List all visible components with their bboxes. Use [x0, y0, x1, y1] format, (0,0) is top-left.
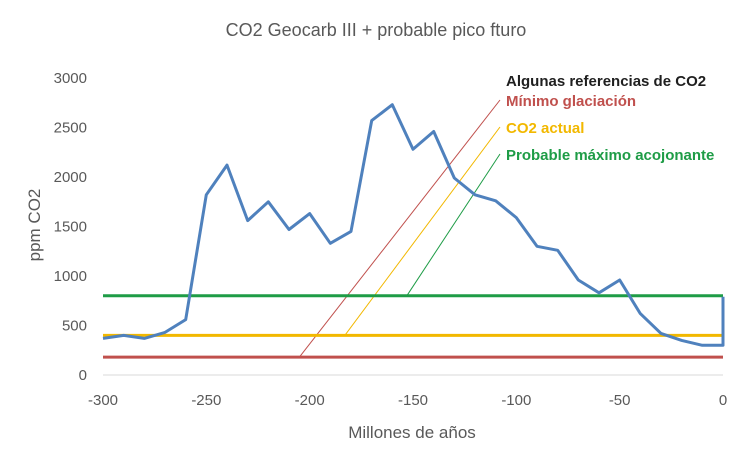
y-tick-label: 1000 — [54, 268, 87, 285]
y-tick-label: 3000 — [54, 70, 87, 87]
references-title: Algunas referencias de CO2 — [506, 73, 706, 90]
reference-labels: Mínimo glaciación CO2 actual Probable máxi… — [506, 93, 714, 164]
reference-leader-line — [298, 99, 501, 358]
x-tick-label: -100 — [501, 392, 531, 409]
y-axis-ticks: 0 500 1000 1500 2000 2500 3000 — [54, 70, 87, 384]
x-tick-label: 0 — [719, 392, 727, 409]
reference-leader-lines — [298, 99, 501, 358]
chart-title: CO2 Geocarb III + probable pico fturo — [226, 20, 527, 40]
y-tick-label: 2500 — [54, 120, 87, 137]
reference-lines — [103, 294, 723, 359]
y-axis-label: ppm CO2 — [25, 189, 44, 262]
x-tick-label: -200 — [295, 392, 325, 409]
reference-leader-line — [406, 153, 501, 297]
x-axis-label: Millones de años — [348, 423, 476, 442]
x-axis-ticks: -300 -250 -200 -150 -100 -50 0 — [88, 392, 727, 409]
y-tick-label: 1500 — [54, 219, 87, 236]
x-tick-label: -50 — [609, 392, 631, 409]
reference-label: Mínimo glaciación — [506, 93, 636, 110]
x-tick-label: -300 — [88, 392, 118, 409]
co2-series-line — [102, 103, 725, 347]
reference-leader-line — [344, 126, 501, 336]
y-tick-label: 500 — [62, 318, 87, 335]
reference-label: Probable máximo acojonante — [506, 147, 714, 164]
x-tick-label: -250 — [191, 392, 221, 409]
x-tick-label: -150 — [398, 392, 428, 409]
y-tick-label: 2000 — [54, 169, 87, 186]
y-tick-label: 0 — [79, 367, 87, 384]
reference-label: CO2 actual — [506, 120, 584, 137]
